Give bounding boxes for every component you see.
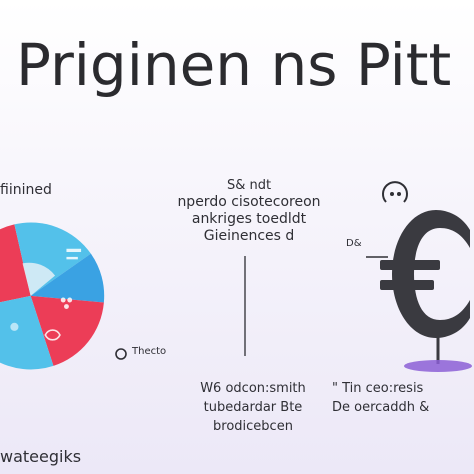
euro-icon	[376, 204, 474, 374]
bottom-right-text: " Tin ceo:resis De oercaddh &	[332, 380, 474, 418]
pie-chart-icon	[0, 208, 112, 392]
ticker-label: Thecto	[132, 346, 167, 357]
middle-text-block: S& ndt nperdo cisotecoreon ankriges toed…	[150, 178, 348, 245]
tag-dash	[366, 244, 388, 258]
ticker-icon	[114, 346, 128, 360]
middle-line-3: ankriges toedldt	[191, 210, 307, 227]
middle-line-4: Gieinences d	[203, 228, 295, 245]
connector-line	[244, 256, 246, 356]
bottom-middle-line-2: tubedardar Bte	[203, 399, 303, 415]
right-tag-label: D&	[346, 238, 362, 249]
pie-bottom-label: wateegiks	[0, 447, 82, 466]
pie-svg	[0, 222, 105, 370]
middle-line-1: S& ndt	[226, 178, 272, 193]
bottom-middle-line-1: W6 odcon:smith	[200, 381, 306, 396]
middle-line-2: nperdo cisotecoreon	[177, 193, 321, 210]
bottom-middle-line-3: brodicebcen	[213, 418, 293, 434]
bottom-middle-text: W6 odcon:smith tubedardar Bte brodicebce…	[178, 380, 328, 437]
pie-top-label: fiinined	[0, 182, 52, 198]
smiley-icon	[378, 180, 412, 214]
bottom-right-line-2: De oercaddh &	[332, 399, 430, 415]
page-title: Priginen ns Pitt	[16, 31, 452, 99]
bottom-right-line-1: " Tin ceo:resis	[332, 381, 424, 396]
